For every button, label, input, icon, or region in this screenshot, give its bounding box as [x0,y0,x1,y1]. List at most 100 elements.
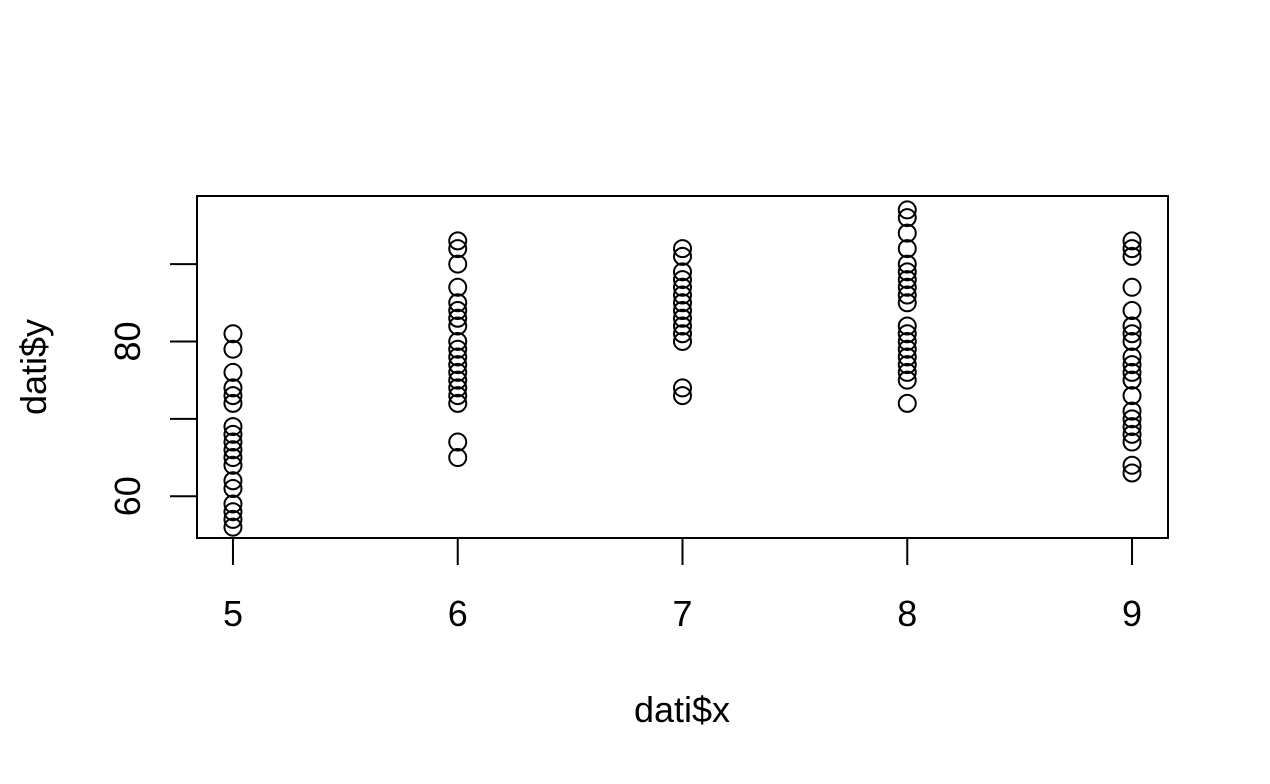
data-point [897,208,917,228]
data-point [897,316,917,336]
data-point [448,308,468,328]
data-point [1122,277,1142,297]
data-point [223,471,243,491]
x-axis: 5 6 7 8 9 [223,537,1142,634]
x-axis-title: dati$x [634,689,730,730]
data-point [1122,463,1142,483]
data-point [1122,324,1142,344]
data-point [448,231,468,251]
data-point [897,200,917,220]
data-point [897,239,917,259]
data-point [897,254,917,274]
data-point [448,331,468,351]
data-point [223,393,243,413]
data-point [448,316,468,336]
data-points [223,200,1142,537]
data-point [897,324,917,344]
data-point [448,277,468,297]
data-point [1122,424,1142,444]
data-point [673,285,692,305]
data-point [897,331,917,351]
data-point [448,448,468,468]
data-point [673,331,692,351]
data-point [673,246,692,266]
data-point [673,308,692,328]
data-point [223,478,243,498]
data-point [897,262,917,282]
data-point [223,362,243,382]
x-tick-label: 7 [672,593,692,634]
y-tick-label: 60 [107,476,148,516]
data-point [897,293,917,313]
data-point [897,277,917,297]
data-point [1122,455,1142,475]
data-point [223,502,243,522]
data-point [448,293,468,313]
data-point [223,339,243,359]
data-point [223,440,243,460]
data-point [448,393,468,413]
data-point [448,386,468,406]
data-point [1122,417,1142,437]
data-point [1122,246,1142,266]
data-point [673,262,692,282]
data-point [448,432,468,452]
data-point [1122,432,1142,452]
x-tick-label: 6 [448,593,468,634]
data-point [897,347,917,367]
data-point [223,455,243,475]
data-point [897,285,917,305]
data-point [1122,409,1142,429]
data-point [673,277,692,297]
data-point [897,393,917,413]
data-point [673,301,692,321]
data-point [223,432,243,452]
x-tick-label: 8 [897,593,917,634]
x-tick-label: 5 [223,593,243,634]
data-point [223,494,243,514]
data-point [1122,347,1142,367]
data-point [673,270,692,290]
data-point [448,347,468,367]
data-point [223,417,243,437]
data-point [673,324,692,344]
data-point [1122,355,1142,375]
data-point [897,223,917,243]
data-point [673,239,692,259]
data-point [223,324,243,344]
data-point [1122,401,1142,421]
data-point [448,370,468,390]
data-point [673,386,692,406]
data-point [223,424,243,444]
data-point [897,362,917,382]
data-point [897,270,917,290]
data-point [1122,316,1142,336]
data-point [1122,331,1142,351]
data-point [448,378,468,398]
data-point [223,509,243,529]
data-point [897,355,917,375]
data-point [897,370,917,390]
data-point [223,448,243,468]
data-point [1122,231,1142,251]
data-point [448,301,468,321]
data-point [448,362,468,382]
data-point [673,293,692,313]
data-point [1122,386,1142,406]
data-point [448,355,468,375]
data-point [223,378,243,398]
y-tick-label: 80 [107,321,148,361]
data-point [223,517,243,537]
data-point [897,339,917,359]
data-point [448,254,468,274]
data-point [223,386,243,406]
data-point [1122,370,1142,390]
data-point [1122,362,1142,382]
data-point [1122,301,1142,321]
data-point [673,378,692,398]
data-point [673,316,692,336]
data-point [448,239,468,259]
x-tick-label: 9 [1122,593,1142,634]
data-point [1122,239,1142,259]
